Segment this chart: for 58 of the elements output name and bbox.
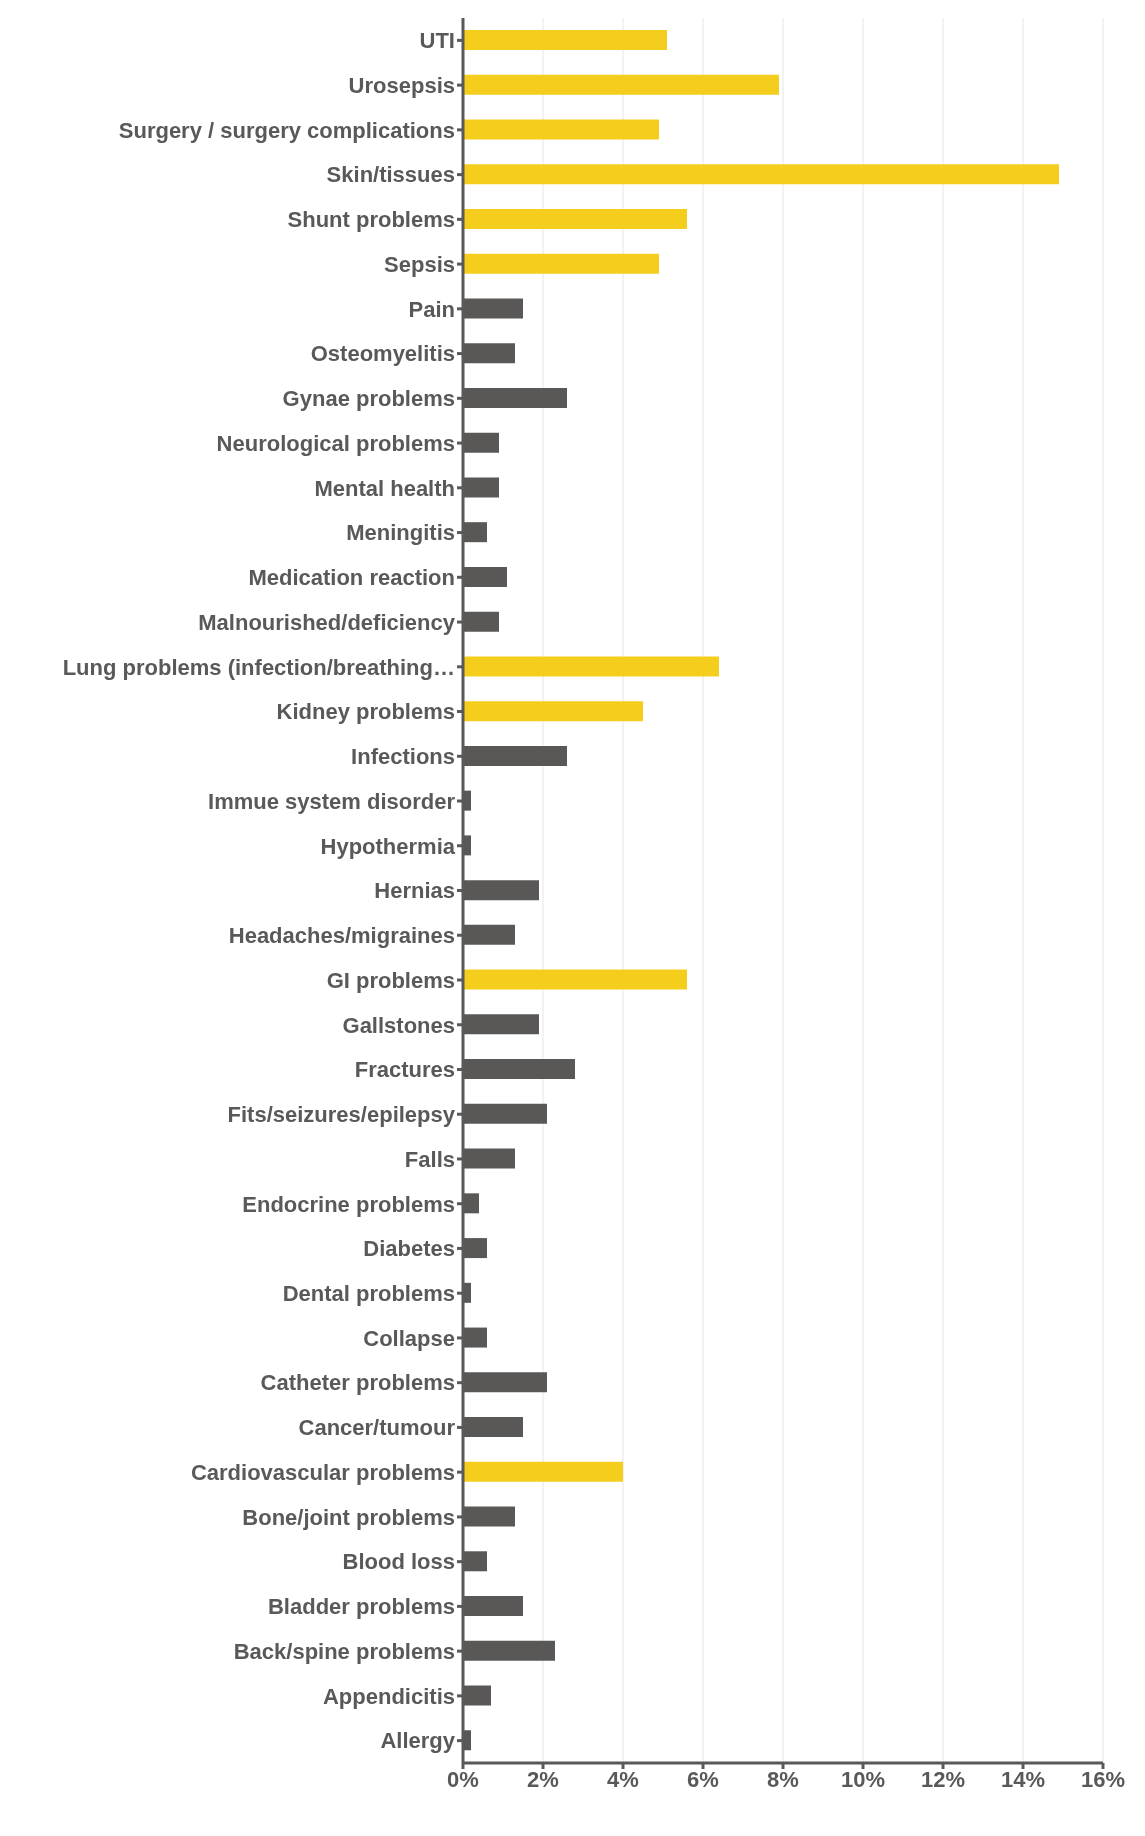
- y-tick-label: Dental problems: [282, 1281, 455, 1306]
- y-tick-label: Catheter problems: [260, 1370, 455, 1396]
- y-tick-label: Malnourished/deficiency: [198, 609, 456, 635]
- y-tick-label: Headaches/migraines: [228, 923, 455, 949]
- y-tick-label: Fractures: [354, 1057, 455, 1083]
- bar: [463, 208, 687, 229]
- y-tick-label: Bladder problems: [267, 1594, 455, 1620]
- y-tick-label: Sepsis: [384, 251, 455, 277]
- x-tick-label: 0%: [447, 1766, 479, 1792]
- y-tick-label: Hypothermia: [320, 833, 456, 859]
- y-tick-label: Pain: [408, 296, 455, 322]
- y-tick-label: Meningitis: [346, 520, 455, 546]
- y-tick-label: UTI: [419, 28, 455, 54]
- y-tick-label: Appendicitis: [322, 1683, 455, 1709]
- y-tick-label: Allergy: [380, 1728, 456, 1754]
- y-tick-label: Hernias: [374, 878, 455, 904]
- y-tick-label: Bone/joint problems: [242, 1504, 455, 1530]
- y-tick-label: Lung problems (infection/breathing…: [62, 654, 455, 680]
- y-tick-label: Shunt problems: [287, 207, 455, 233]
- x-tick-label: 14%: [1000, 1766, 1046, 1792]
- y-tick-label: Urosepsis: [348, 72, 455, 98]
- y-tick-label: Falls: [404, 1146, 455, 1172]
- y-tick-label: Fits/seizures/epilepsy: [227, 1102, 456, 1128]
- y-tick-label: Cardiovascular problems: [190, 1459, 455, 1485]
- y-tick-label: Osteomyelitis: [310, 341, 455, 367]
- bar: [463, 701, 643, 722]
- y-tick-label: Immue system disorder: [208, 788, 456, 814]
- y-tick-label: Cancer/tumour: [298, 1415, 456, 1441]
- x-tick-label: 6%: [687, 1766, 719, 1792]
- y-tick-label: Gallstones: [342, 1012, 455, 1038]
- y-tick-label: Diabetes: [363, 1236, 455, 1262]
- x-tick-label: 16%: [1080, 1766, 1126, 1792]
- x-tick-label: 2%: [527, 1766, 559, 1792]
- y-tick-label: Blood loss: [342, 1549, 455, 1575]
- y-tick-label: Endocrine problems: [242, 1191, 455, 1217]
- y-tick-label: Surgery / surgery complications: [118, 117, 455, 143]
- y-tick-label: Collapse: [363, 1325, 455, 1351]
- bar: [463, 30, 667, 50]
- x-tick-label: 10%: [840, 1766, 886, 1792]
- y-tick-label: Skin/tissues: [326, 162, 455, 188]
- x-tick-label: 4%: [607, 1766, 639, 1792]
- y-tick-label: Medication reaction: [248, 565, 455, 591]
- bar: [463, 1461, 623, 1482]
- bar: [463, 969, 687, 990]
- bar: [463, 119, 659, 140]
- y-tick-label: Kidney problems: [276, 699, 455, 725]
- x-tick-label: 8%: [767, 1766, 799, 1792]
- y-tick-label: Mental health: [314, 475, 455, 501]
- bar: [463, 164, 1059, 185]
- bar: [463, 656, 719, 677]
- y-tick-label: Neurological problems: [216, 430, 455, 456]
- y-tick-label: Back/spine problems: [233, 1638, 455, 1664]
- bar: [463, 74, 779, 95]
- y-tick-label: GI problems: [326, 967, 455, 993]
- x-tick-label: 12%: [920, 1766, 966, 1792]
- bar: [463, 253, 659, 274]
- y-tick-label: Gynae problems: [282, 386, 455, 412]
- y-tick-label: Infections: [351, 744, 455, 770]
